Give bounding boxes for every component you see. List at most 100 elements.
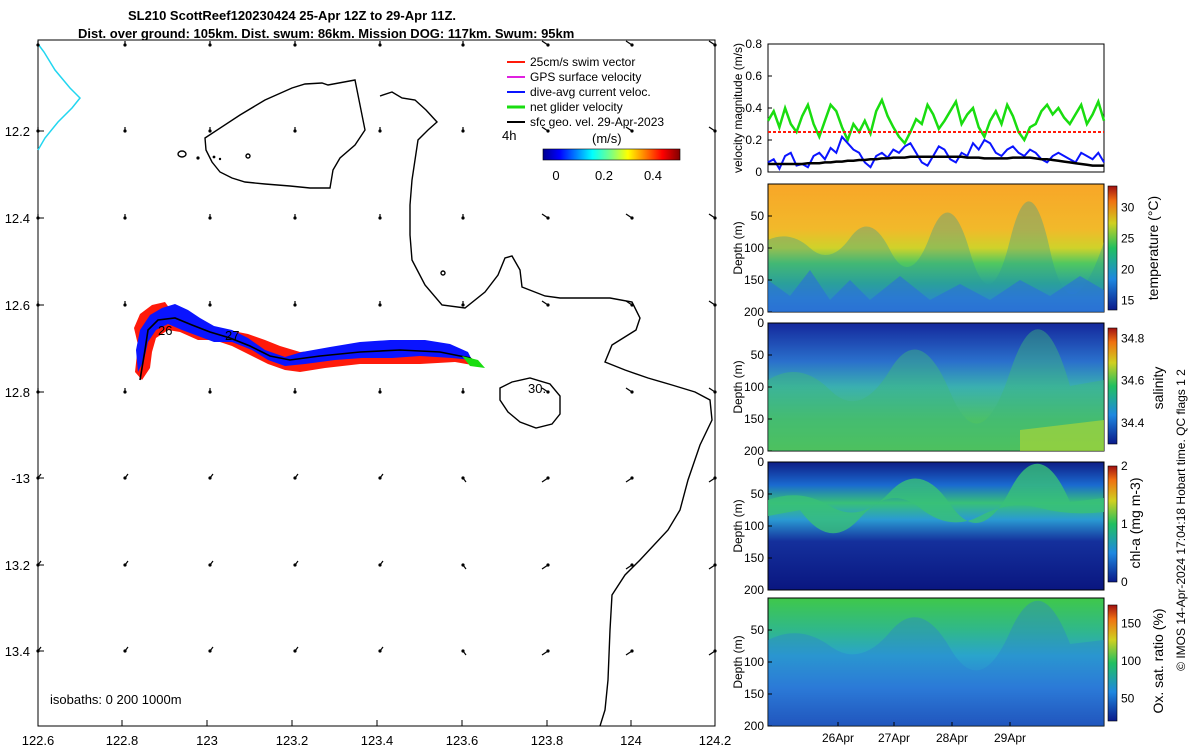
vector-base <box>208 216 212 220</box>
map-x-tick-label: 124.2 <box>699 733 732 748</box>
legend-label-gps: GPS surface velocity <box>530 70 641 84</box>
map-y-tick-label: 12.6 <box>5 298 30 313</box>
figure-title-line1: SL210 ScottReef120230424 25-Apr 12Z to 2… <box>128 8 457 23</box>
temperature-ylabel: Depth (m) <box>731 221 745 274</box>
legend-label-swim: 25cm/s swim vector <box>530 55 635 69</box>
map-y-axis: 12.2 12.4 12.6 12.8 -13 13.2 13.4 <box>5 124 44 659</box>
velocity-y-tick-label: 0 <box>755 165 762 179</box>
small-islands <box>196 155 222 161</box>
isobath-contours <box>177 79 713 727</box>
oxygen-panel: Ox. sat. ratio (%) Depth (m) <box>731 597 1166 727</box>
vector-base <box>630 649 634 653</box>
colorbar-tick-02: 0.2 <box>595 168 613 183</box>
colorbar-tick-04: 0.4 <box>644 168 662 183</box>
vector-base <box>123 303 127 307</box>
vector-base <box>378 476 382 480</box>
depth-tick-label: 150 <box>744 273 764 287</box>
depth-tick-label: 150 <box>744 551 764 565</box>
depth-tick-label: 200 <box>744 305 764 319</box>
figure-title-line2: Dist. over ground: 105km. Dist. swum: 86… <box>78 26 575 41</box>
velocity-y-tick-label: 0.2 <box>745 133 762 147</box>
colorbar-tick-label: 15 <box>1121 294 1135 308</box>
vector-base <box>546 216 550 220</box>
velocity-series <box>766 96 1106 171</box>
vector-base <box>546 129 550 133</box>
vector-base <box>713 303 717 307</box>
map-x-tick-label: 122.6 <box>22 733 55 748</box>
map-x-tick-label: 124 <box>620 733 642 748</box>
side-note: © IMOS 14-Apr-2024 17:04:18 Hobart time.… <box>1174 369 1188 671</box>
velocity-ylabel: velocity magnitude (m/s) <box>731 43 745 173</box>
vector-base <box>630 390 634 394</box>
vector-base <box>378 303 382 307</box>
vector-base <box>630 303 634 307</box>
vector-base <box>713 43 717 47</box>
vector-base <box>630 129 634 133</box>
vector-base <box>378 129 382 133</box>
colorbar-tick-label: 30 <box>1121 201 1135 215</box>
track-black-line <box>139 317 479 381</box>
vector-base <box>378 390 382 394</box>
vector-base <box>208 476 212 480</box>
date-tick-label: 26Apr <box>822 731 854 745</box>
vector-base <box>461 303 465 307</box>
vector-base <box>123 649 127 653</box>
vector-base <box>713 390 717 394</box>
temperature-cbar-label: temperature (°C) <box>1145 196 1161 300</box>
vector-base <box>293 129 297 133</box>
velocity-series-line <box>766 96 1106 146</box>
vector-base <box>713 129 717 133</box>
depth-tick-label: 100 <box>744 519 764 533</box>
vector-base <box>461 216 465 220</box>
velocity-y-tick-label: 0.8 <box>745 37 762 51</box>
map-y-tick-label: 12.4 <box>5 211 30 226</box>
vector-base <box>461 563 465 567</box>
map-y-tick-label: 13.4 <box>5 644 30 659</box>
oxygen-ylabel: Depth (m) <box>731 635 745 688</box>
map-legend: 25cm/s swim vector GPS surface velocity … <box>507 55 664 129</box>
map-y-tick-label: 13.2 <box>5 558 30 573</box>
colorbar-tick-label: 1 <box>1121 517 1128 531</box>
vector-base <box>123 216 127 220</box>
vector-base <box>293 390 297 394</box>
colorbar-tick-label: 25 <box>1121 232 1135 246</box>
legend-label-current: dive-avg current veloc. <box>530 85 651 99</box>
temperature-panel: temperature (°C) Depth (m) <box>731 183 1161 313</box>
depth-tick-label: 200 <box>744 444 764 458</box>
depth-tick-label: 0 <box>757 455 764 469</box>
depth-tick-label: 50 <box>751 348 765 362</box>
vector-base <box>123 390 127 394</box>
vector-base <box>36 43 40 47</box>
vector-base <box>208 649 212 653</box>
vector-base <box>546 649 550 653</box>
vector-base <box>208 129 212 133</box>
vector-base <box>630 563 634 567</box>
depth-tick-label: 150 <box>744 412 764 426</box>
velocity-y-tick-label: 0.6 <box>745 69 762 83</box>
colorbar-tick-label: 150 <box>1121 617 1141 631</box>
map-x-tick-label: 123.6 <box>446 733 479 748</box>
date-tick-label: 27Apr <box>878 731 910 745</box>
depth-tick-label: 0 <box>757 316 764 330</box>
depth-tick-label: 50 <box>751 487 765 501</box>
vector-base <box>293 216 297 220</box>
depth-tick-label: 200 <box>744 583 764 597</box>
vector-base <box>293 563 297 567</box>
map-x-tick-label: 123.4 <box>361 733 394 748</box>
vector-base <box>208 563 212 567</box>
depth-tick-label: 100 <box>744 380 764 394</box>
vector-base <box>123 563 127 567</box>
vector-base <box>378 216 382 220</box>
colorbar-tick-label: 34.4 <box>1121 416 1145 430</box>
depth-tick-label: 200 <box>744 719 764 733</box>
depth-tick-label: 100 <box>744 655 764 669</box>
colorbar-unit: (m/s) <box>592 131 622 146</box>
colorbar-tick-label: 100 <box>1121 654 1141 668</box>
map-panel: 26 27 30. 4h isobaths: 0 200 1000m 25cm/… <box>5 39 732 748</box>
colorbar-tick-label: 20 <box>1121 263 1135 277</box>
colorbar-tick-label: 50 <box>1121 692 1135 706</box>
vector-base <box>713 216 717 220</box>
vector-base <box>123 43 127 47</box>
day-label-27: 27 <box>225 328 239 343</box>
